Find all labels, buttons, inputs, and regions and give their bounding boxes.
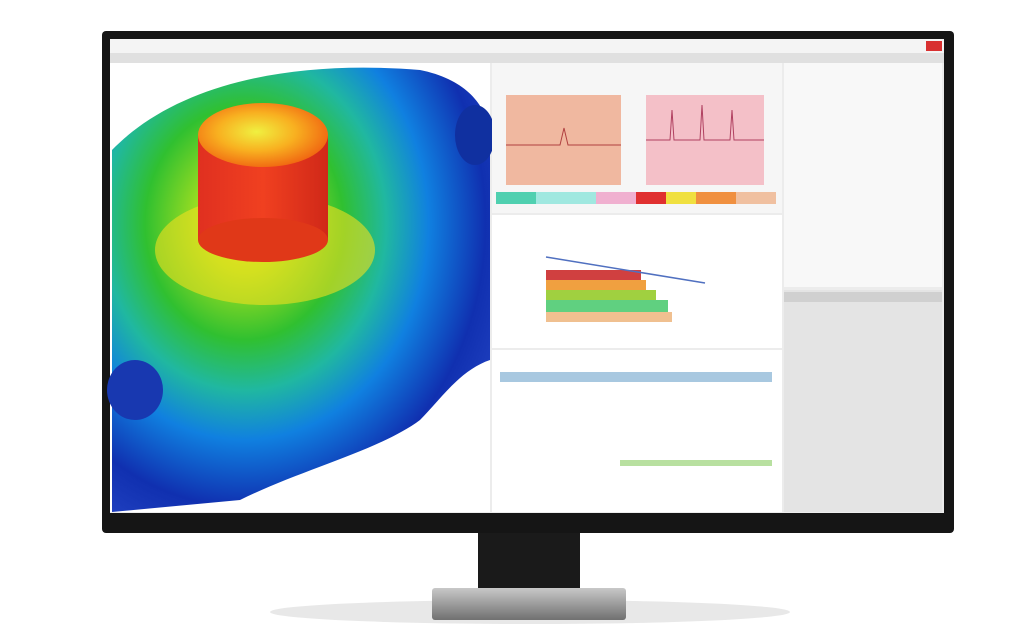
cylinder-top: [198, 103, 328, 167]
menu-bar: [110, 53, 944, 63]
contour-blob: [107, 360, 163, 420]
table-row-highlight: [620, 460, 772, 466]
close-button[interactable]: [926, 41, 942, 51]
panel-properties: [784, 63, 942, 287]
signal-trace: [506, 127, 621, 146]
color-strip: [496, 192, 776, 204]
contour-blob: [455, 105, 495, 165]
signal-trace: [646, 104, 764, 141]
table-header: [500, 372, 772, 382]
stand-base: [432, 588, 626, 620]
cylinder-bottom: [198, 218, 328, 262]
title-bar: [110, 39, 944, 53]
stand-neck: [478, 528, 580, 592]
signal-plot: [506, 95, 621, 185]
panel-header: [784, 292, 942, 302]
bar-graphic: [545, 256, 706, 322]
panel-output: [784, 290, 942, 512]
